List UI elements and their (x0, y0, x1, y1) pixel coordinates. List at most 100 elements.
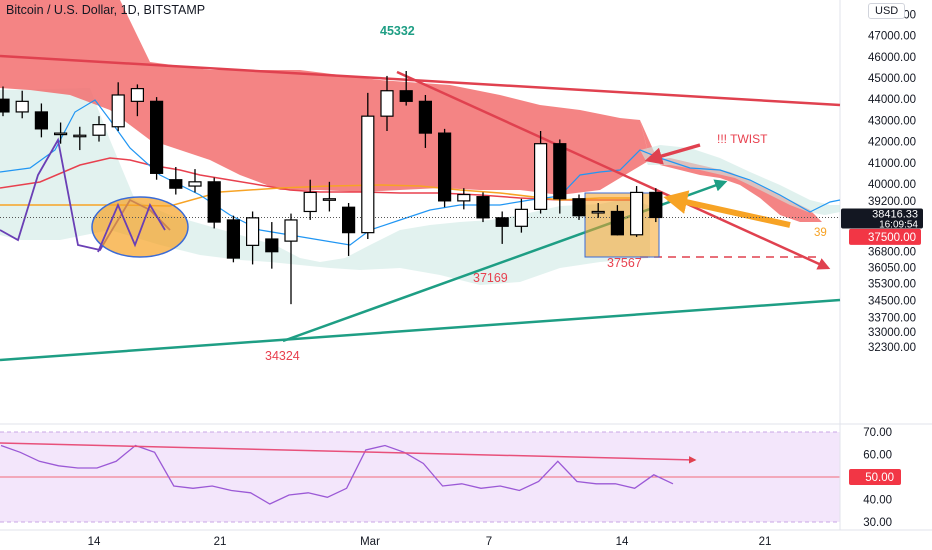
candle-body-up (591, 210, 605, 214)
candle (533, 130, 548, 214)
twist-pointer-arrow (644, 143, 701, 165)
rsi-tick-label: 60.00 (863, 450, 892, 462)
price-tick-label: 45000.00 (868, 73, 916, 85)
low-label-34324: 34324 (265, 349, 300, 363)
candle (476, 192, 490, 223)
descending-trendline-arrow (396, 70, 831, 270)
candle-body-up (322, 198, 336, 201)
candle (15, 90, 29, 119)
candle (53, 122, 68, 144)
candle-body-up (53, 132, 68, 136)
price-tick-label: 36800.00 (868, 247, 916, 259)
candle-body-up (629, 191, 644, 236)
candle-body-down (476, 196, 490, 219)
cloud-value-label: 39 (814, 227, 827, 239)
upper-trendline (0, 54, 841, 107)
candle (73, 126, 87, 151)
candle (92, 116, 106, 142)
candle-body-up (284, 219, 298, 242)
time-tick-label: 14 (616, 536, 629, 548)
price-tick-label: 32300.00 (868, 342, 916, 354)
candle (150, 97, 164, 180)
price-tick-label: 39200.00 (868, 196, 916, 208)
time-tick-label: 21 (759, 536, 772, 548)
candle (457, 188, 471, 210)
candle (553, 139, 567, 214)
price-tick-label: 33000.00 (868, 327, 916, 339)
candle (111, 82, 125, 131)
rsi-trendline-arrow (0, 442, 697, 464)
candle-body-up (130, 88, 144, 102)
current-price-tag (841, 208, 923, 229)
candle-body-down (495, 217, 509, 227)
price-tick-label: 43000.00 (868, 115, 916, 127)
candle (399, 71, 413, 106)
circle-pattern-line (97, 202, 166, 253)
cloud-bearish (0, 0, 650, 195)
candle-body-down (150, 100, 164, 174)
candle-body-down (207, 181, 221, 223)
candle (361, 92, 375, 240)
target-price-tag (849, 228, 921, 245)
candle (34, 103, 49, 138)
candle-body-down (34, 111, 49, 130)
rsi-tick-label: 30.00 (863, 517, 892, 529)
candle-body-up (380, 90, 394, 117)
rsi-series-line (0, 444, 674, 505)
candle-body-up (246, 217, 260, 246)
candle-body-up (303, 191, 317, 213)
candle (188, 169, 202, 193)
price-tick-label: 44000.00 (868, 94, 916, 106)
cloud-future-bullish (640, 145, 840, 215)
candle-body-up (361, 115, 375, 234)
candle (284, 213, 298, 305)
low-label-37169: 37169 (473, 271, 508, 285)
candle-body-down (418, 100, 432, 134)
candle (418, 94, 432, 148)
candle-body-down (265, 238, 279, 253)
currency-button[interactable]: USD (868, 3, 906, 19)
price-tick-label: 36050.00 (868, 263, 916, 275)
price-tick-label: 33700.00 (868, 312, 916, 324)
candle (322, 181, 336, 212)
time-tick-label: 14 (88, 536, 101, 548)
candle (130, 84, 144, 117)
rsi-tick-label: 70.00 (863, 427, 892, 439)
orange-pointer-arrow (663, 190, 791, 228)
candle-body-down (649, 191, 663, 219)
price-tick-label: 41000.00 (868, 158, 916, 170)
candle (572, 194, 586, 220)
lagging-line (0, 99, 841, 246)
candle (495, 211, 509, 244)
time-tick-label: 21 (214, 536, 227, 548)
candle-body-up (188, 181, 202, 187)
time-tick-label: Mar (360, 536, 380, 548)
candle-body-down (399, 90, 413, 102)
candle (265, 222, 279, 269)
candle-body-down (226, 219, 240, 259)
candle (438, 128, 452, 208)
high-label: 45332 (380, 24, 415, 38)
price-tick-label: 47000.00 (868, 31, 916, 43)
candle (207, 177, 221, 229)
price-tick-label: 35300.00 (868, 278, 916, 290)
rsi-midline-value: 50.00 (865, 472, 894, 484)
candle-body-up (111, 94, 125, 128)
candle (514, 198, 529, 233)
candle (169, 166, 183, 195)
chart-title: Bitcoin / U.S. Dollar, 1D, BITSTAMP (6, 3, 206, 17)
highlight-circle (91, 196, 189, 258)
twist-label: !!! TWIST (717, 132, 768, 146)
candle-body-down (438, 132, 452, 202)
lower-support-line (0, 298, 841, 362)
low-label-37567: 37567 (607, 256, 642, 270)
rsi-midline-tag (849, 469, 901, 485)
candle (342, 203, 356, 256)
candle-body-down (169, 179, 183, 189)
candle-body-up (514, 208, 529, 227)
candle (380, 75, 394, 131)
current-price-value: 38416.33 (872, 208, 918, 220)
price-tick-label: 42000.00 (868, 137, 916, 149)
